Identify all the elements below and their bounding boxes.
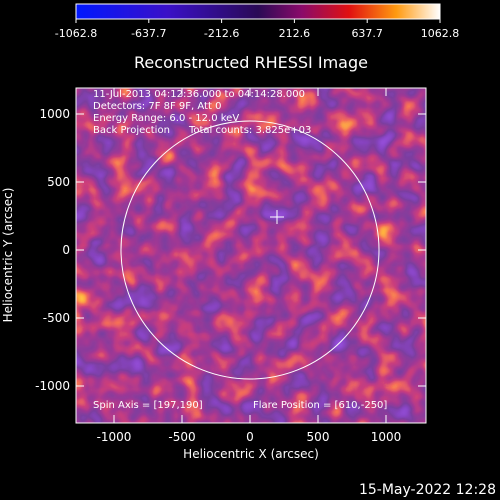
- spin-axis-label: Spin Axis = [197,190]: [93, 400, 203, 411]
- y-tick-label: 1000: [39, 107, 70, 121]
- colorbar-tick-label: 637.7: [351, 27, 383, 40]
- info-line: Detectors: 7F 8F 9F, Att 0: [93, 101, 221, 112]
- colorbar-tick-label: 1062.8: [421, 27, 460, 40]
- colorbar-tick-label: -212.6: [204, 27, 239, 40]
- y-axis: 1000 500 0 -500 -1000: [35, 107, 426, 393]
- plot-title: Reconstructed RHESSI Image: [134, 53, 368, 72]
- colorbar-tick-label: -637.7: [131, 27, 166, 40]
- info-line: Back Projection Total counts: 3.825e+03: [93, 125, 311, 136]
- timestamp: 15-May-2022 12:28: [359, 482, 496, 498]
- observation-info: 11-Jul-2013 04:12:36.000 to 04:14:28.000…: [93, 89, 311, 136]
- x-tick-label: 0: [246, 430, 254, 444]
- y-tick-label: 0: [62, 243, 70, 257]
- plot-frame: [75, 87, 427, 424]
- y-tick-label: 500: [47, 175, 70, 189]
- x-tick-label: -500: [168, 430, 195, 444]
- x-tick-label: 1000: [371, 430, 402, 444]
- info-line: 11-Jul-2013 04:12:36.000 to 04:14:28.000: [93, 89, 305, 100]
- info-line: Energy Range: 6.0 - 12.0 keV: [93, 113, 239, 124]
- x-axis: -1000 -500 0 500 1000: [97, 88, 402, 444]
- emission-map: [76, 88, 426, 423]
- x-tick-label: 500: [307, 430, 330, 444]
- image-panel: [76, 88, 426, 423]
- colorbar-ticks: [75, 19, 441, 23]
- y-tick-label: -1000: [35, 379, 70, 393]
- solar-limb: [120, 120, 380, 380]
- colorbar-labels: -1062.8 -637.7 -212.6 212.6 637.7 1062.8: [55, 27, 459, 40]
- x-axis-label: Heliocentric X (arcsec): [183, 447, 319, 461]
- colorbar-gradient: [75, 3, 441, 20]
- flare-position-label: Flare Position = [610,-250]: [253, 400, 387, 411]
- y-axis-label: Heliocentric Y (arcsec): [1, 188, 15, 323]
- flare-position-marker: [270, 210, 284, 224]
- y-tick-label: -500: [43, 311, 70, 325]
- colorbar-tick-label: 212.6: [279, 27, 311, 40]
- colorbar: -1062.8 -637.7 -212.6 212.6 637.7 1062.8: [55, 3, 459, 40]
- x-tick-label: -1000: [97, 430, 132, 444]
- colorbar-tick-label: -1062.8: [55, 27, 97, 40]
